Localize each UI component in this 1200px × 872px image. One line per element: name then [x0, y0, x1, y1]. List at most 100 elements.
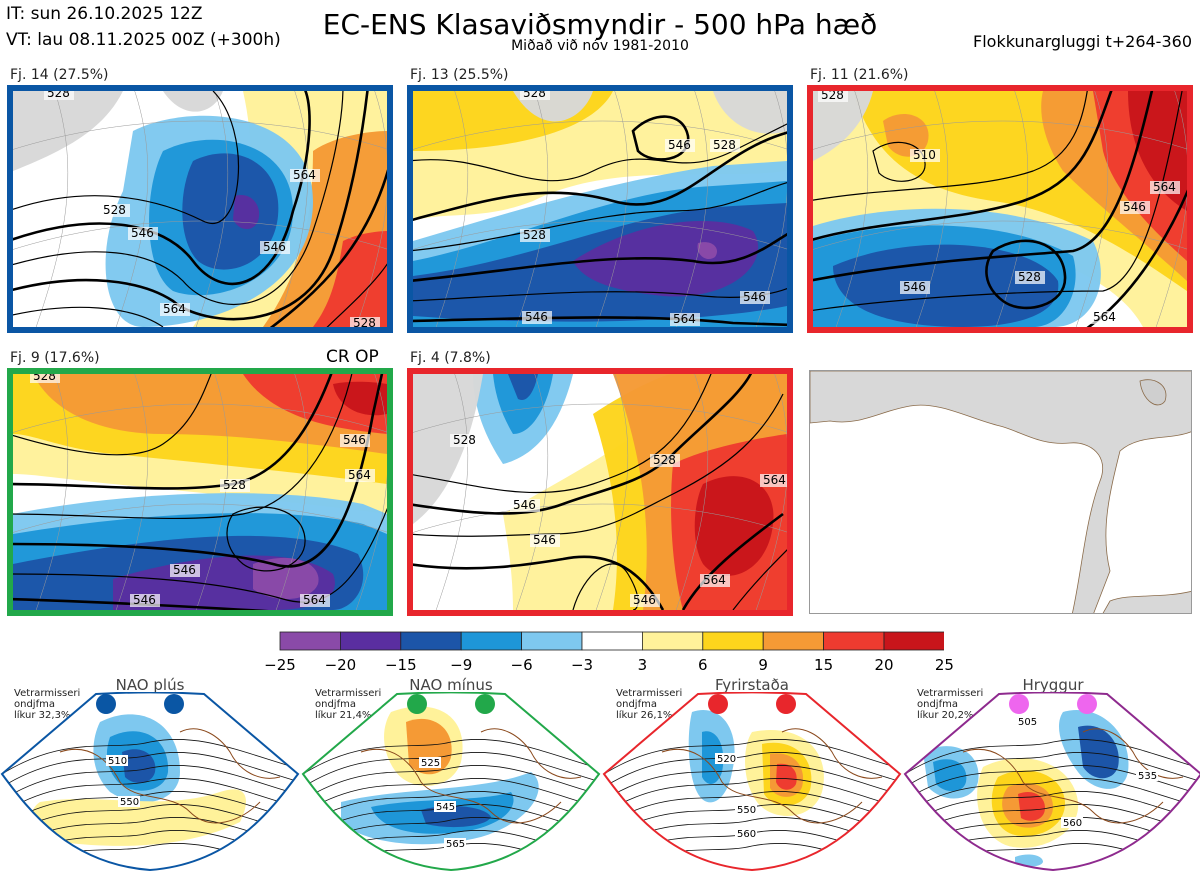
regime-map-4: 505 535 560: [903, 692, 1200, 872]
contour-label-bg: [665, 139, 695, 152]
contour-label: 546: [1123, 200, 1146, 214]
regime-note-line: ondjfma: [917, 699, 958, 710]
regime-anomaly-4: [31, 789, 246, 846]
colorbar-bin-11: [883, 631, 944, 651]
contour-label-bg: [300, 594, 330, 607]
height-contour-7: [13, 597, 269, 610]
regime-anomaly-4: [1078, 725, 1119, 779]
regime-coastline: [661, 748, 863, 824]
parallel-line: [413, 403, 787, 433]
contour-label: 528: [1018, 270, 1041, 284]
anomaly-shading-9: [163, 91, 223, 112]
anomaly-shading-9: [833, 244, 1059, 327]
regime-note-line: líkur 21,4%: [315, 710, 372, 721]
regime-marker-dot: [1077, 694, 1097, 714]
contour-label-bg: [520, 91, 550, 100]
regime-marker-dot: [776, 694, 796, 714]
regime-contour: [905, 739, 1200, 783]
regime-contour-label-bg: [735, 828, 757, 839]
regime-anomaly-2: [933, 759, 967, 792]
parallel-line: [813, 120, 1187, 150]
meridian-line: [115, 91, 149, 327]
contour-label-bg: [1090, 311, 1120, 324]
cluster-label-2: Fj. 13 (25.5%): [410, 67, 509, 83]
colorbar-bin-9: [762, 631, 825, 651]
contour-label-bg: [530, 534, 560, 547]
svalbard-landmass: [1139, 379, 1167, 406]
climatology-subtitle: Miðað við nóv 1981-2010: [511, 38, 689, 54]
contour-label: 546: [525, 310, 548, 324]
height-contour-3: [13, 91, 344, 306]
colorbar-tick-label: 6: [698, 656, 708, 674]
contour-label-bg: [910, 149, 940, 162]
contour-label-bg: [350, 317, 380, 327]
contour-label: 564: [673, 312, 696, 326]
contour-label: 528: [821, 91, 844, 102]
contour-label-bg: [520, 229, 550, 242]
regime-note-line: líkur 26,1%: [616, 710, 673, 721]
regime-contour-label-bg: [715, 753, 737, 764]
regime-map-3: 520 550 560: [602, 692, 902, 872]
regime-note-line: líkur 20,2%: [917, 710, 974, 721]
meridian-line: [195, 374, 229, 610]
colorbar-tick-label: −25: [264, 656, 296, 674]
regime-marker-dot: [475, 694, 495, 714]
colorbar-tick-label: 3: [637, 656, 648, 674]
regime-anomaly-6: [776, 763, 797, 790]
regime-contour: [303, 791, 599, 835]
contour-label: 528: [523, 91, 546, 100]
height-contour-6: [681, 512, 784, 610]
anomaly-shading-8: [508, 374, 538, 400]
regime-note-3: Vetrarmisseri ondjfma líkur 26,1%: [616, 688, 682, 721]
contour-label-bg: [670, 313, 700, 326]
regime-contour: [2, 739, 298, 783]
contour-label: 564: [293, 168, 316, 182]
height-contour-6: [413, 316, 787, 327]
colorbar-tick-label: −20: [324, 656, 357, 674]
contour-label: 528: [103, 203, 126, 217]
height-contour-4: [413, 232, 787, 282]
contour-label: 546: [263, 240, 286, 254]
parallel-line: [413, 220, 787, 250]
regime-contour-label: 565: [446, 839, 465, 850]
contour-label-bg: [740, 291, 770, 304]
regime-marker-dot: [1009, 694, 1029, 714]
height-contour-7: [631, 115, 690, 161]
regime-coastline: [1082, 728, 1184, 779]
regime-contour: [303, 778, 599, 822]
meridian-line: [915, 91, 949, 327]
regime-marker-dot: [164, 694, 184, 714]
height-contour-2: [413, 131, 787, 222]
contour-label: 528: [223, 478, 246, 492]
contour-label: 528: [47, 91, 70, 100]
regime-coastline: [179, 728, 281, 779]
parallel-line: [413, 503, 787, 533]
contour-label-bg: [700, 574, 730, 587]
parallel-line: [413, 120, 787, 150]
regime-contour-label-bg: [1061, 817, 1083, 828]
regime-note-line: ondjfma: [14, 699, 55, 710]
regime-border: [0, 692, 300, 872]
contour-label-bg: [450, 434, 480, 447]
regime-name-3: Fyrirstaða: [715, 676, 789, 694]
regime-note-line: Vetrarmisseri: [917, 688, 984, 699]
colorbar-bin-10: [823, 631, 885, 651]
contour-label-bg: [818, 91, 848, 102]
parallel-line: [13, 120, 387, 150]
height-contour-7: [732, 549, 787, 610]
height-contour-7: [326, 263, 387, 327]
regime-note-line: Vetrarmisseri: [315, 688, 382, 699]
anomaly-shading-9: [713, 91, 787, 134]
meridian-line: [1155, 91, 1187, 327]
contour-label: 564: [703, 573, 726, 587]
contour-label-bg: [1150, 181, 1180, 194]
colorbar-tick-label: 20: [874, 656, 894, 674]
regime-contour: [905, 752, 1200, 796]
anomaly-shading-3: [313, 231, 387, 327]
contour-label: 546: [131, 226, 154, 240]
regime-note-4: Vetrarmisseri ondjfma líkur 20,2%: [917, 688, 983, 721]
greenland-landmass: [810, 371, 1191, 613]
meridian-line: [35, 91, 69, 327]
regime-contour: [604, 778, 900, 822]
meridian-line: [115, 374, 149, 610]
